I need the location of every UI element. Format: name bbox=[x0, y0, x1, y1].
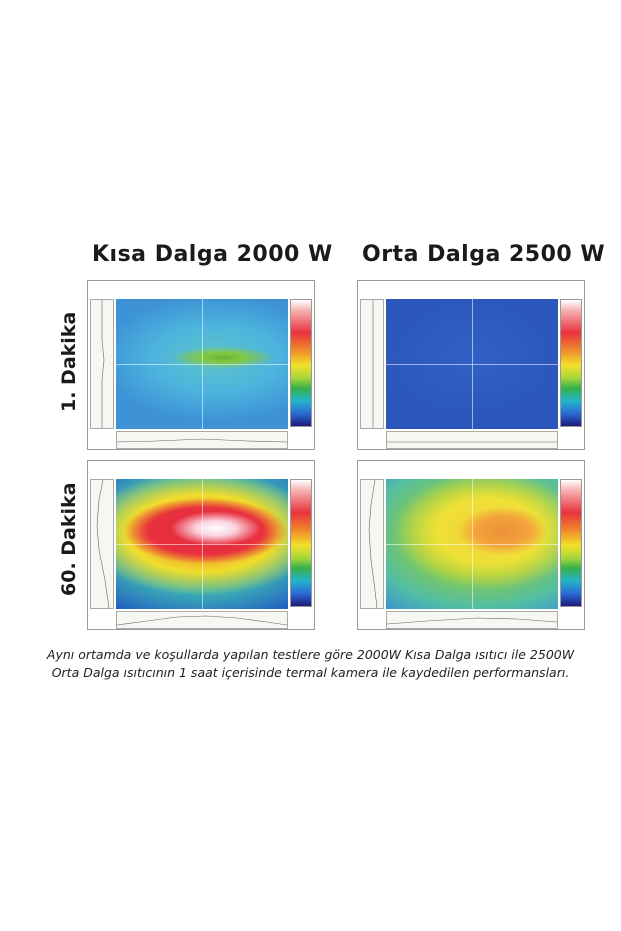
vertical-profile-graph bbox=[360, 299, 384, 429]
crosshair-horizontal bbox=[116, 364, 288, 365]
stats-readout bbox=[90, 431, 114, 449]
temperature-color-scale bbox=[290, 299, 312, 427]
thermal-image bbox=[116, 299, 288, 429]
crosshair-horizontal bbox=[116, 544, 288, 545]
horizontal-profile-graph bbox=[386, 431, 558, 449]
horizontal-profile-graph bbox=[116, 611, 288, 629]
horizontal-profile-graph bbox=[116, 431, 288, 449]
horizontal-profile-graph bbox=[386, 611, 558, 629]
caption-line-2: Orta Dalga ısıtıcının 1 saat içerisinde … bbox=[51, 665, 570, 680]
thermal-panel-short-wave-60-min bbox=[87, 460, 315, 630]
column-title-medium-wave: Orta Dalga 2500 W bbox=[362, 242, 606, 267]
row-label-1-minute: 1. Dakika bbox=[58, 311, 80, 412]
stats-readout bbox=[360, 431, 384, 449]
vertical-profile-graph bbox=[90, 299, 114, 429]
thermal-image bbox=[386, 299, 558, 429]
column-title-short-wave: Kısa Dalga 2000 W bbox=[92, 242, 333, 267]
crosshair-horizontal bbox=[386, 364, 558, 365]
thermal-panel-short-wave-1-min bbox=[87, 280, 315, 450]
vertical-profile-graph bbox=[90, 479, 114, 609]
row-label-60-minute: 60. Dakika bbox=[58, 482, 80, 596]
figure-caption: Aynı ortamda ve koşullarda yapılan testl… bbox=[30, 646, 591, 682]
panel-header bbox=[88, 461, 314, 479]
thermal-panel-medium-wave-1-min bbox=[357, 280, 585, 450]
crosshair-horizontal bbox=[386, 544, 558, 545]
thermal-image bbox=[386, 479, 558, 609]
panel-header bbox=[358, 461, 584, 479]
thermal-panel-medium-wave-60-min bbox=[357, 460, 585, 630]
panel-header bbox=[88, 281, 314, 299]
vertical-profile-graph bbox=[360, 479, 384, 609]
temperature-color-scale bbox=[560, 479, 582, 607]
panel-header bbox=[358, 281, 584, 299]
temperature-color-scale bbox=[290, 479, 312, 607]
caption-line-1: Aynı ortamda ve koşullarda yapılan testl… bbox=[46, 647, 575, 662]
stats-readout bbox=[360, 611, 384, 629]
thermal-image bbox=[116, 479, 288, 609]
stats-readout bbox=[90, 611, 114, 629]
temperature-color-scale bbox=[560, 299, 582, 427]
